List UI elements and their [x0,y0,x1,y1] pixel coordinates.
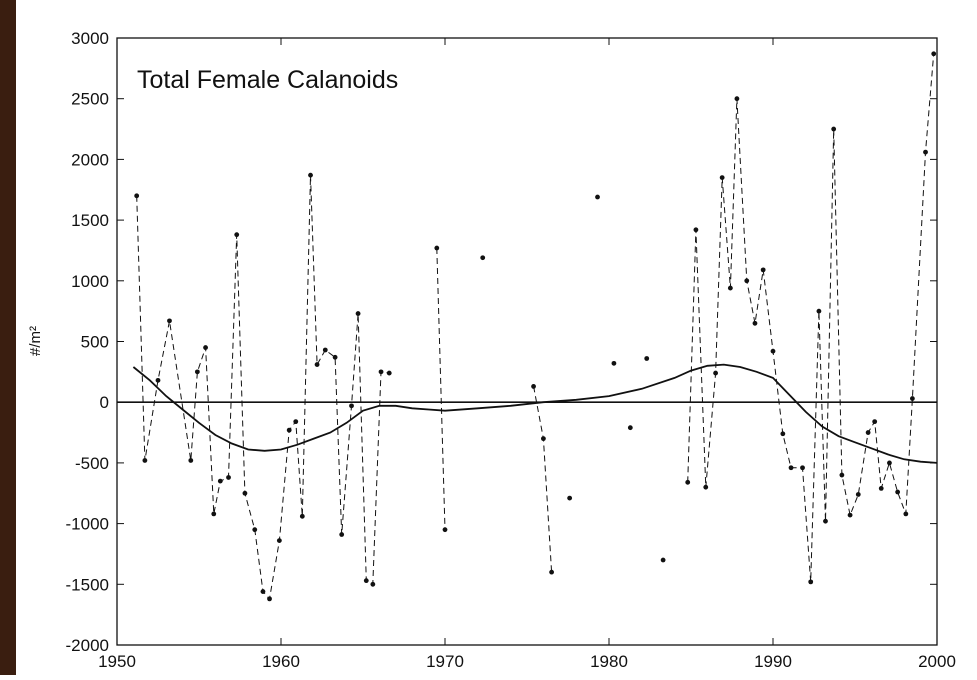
data-point [442,527,448,533]
x-tick-label: 1970 [426,652,464,671]
data-point [134,193,140,199]
y-tick-label: -2000 [66,636,109,655]
data-point [308,172,313,178]
data-point [203,345,208,350]
y-tick-label: 1000 [71,272,109,291]
data-point [872,419,878,425]
y-tick-label: 500 [81,333,109,352]
data-point [760,267,766,273]
data-point [627,425,633,431]
y-tick-label: 2500 [71,90,109,109]
data-point [823,518,828,524]
data-point [780,431,786,437]
data-point [923,149,928,155]
data-point [595,194,600,200]
data-point [349,403,354,409]
data-point [531,384,536,389]
data-point [611,360,617,366]
data-point [816,308,822,314]
x-tick-label: 1960 [262,652,300,671]
x-tick-label: 1980 [590,652,628,671]
data-point [685,479,691,485]
data-point [155,377,161,383]
data-point [660,557,666,563]
data-point [744,278,750,284]
data-point [286,427,292,433]
data-point [194,369,200,375]
data-point [322,347,328,353]
y-tick-label: 0 [100,393,109,412]
data-point [299,513,305,519]
y-axis-label: #/m² [27,326,44,356]
y-tick-label: -500 [75,454,109,473]
data-point [188,458,194,463]
data-point [703,484,709,490]
data-point [267,596,272,602]
data-point [234,232,240,238]
data-point [713,370,718,376]
data-point [855,492,861,497]
data-point [242,490,248,496]
data-point [226,475,231,480]
data-point [260,589,266,594]
chart-title: Total Female Calanoids [137,66,398,94]
data-point [480,255,486,261]
data-point [355,311,361,316]
data-point [931,51,937,57]
y-tick-label: -1500 [66,575,109,594]
data-line [132,363,938,464]
data-point [363,578,369,584]
data-point [719,175,725,181]
data-point [541,436,546,442]
y-tick-label: -1000 [66,515,109,534]
data-point [887,460,892,466]
data-point [386,370,392,376]
data-point [567,495,573,501]
data-point [167,318,172,324]
data-point [865,430,871,435]
data-point [808,579,814,585]
data-point [434,245,440,251]
data-point [252,527,258,533]
data-point [293,419,299,425]
data-point [314,362,320,367]
data-point [734,96,740,102]
data-point [370,581,376,587]
data-point [878,485,884,491]
data-point [903,511,909,517]
data-point [910,396,915,401]
data-point [693,227,699,233]
y-tick-label: 1500 [71,211,109,230]
data-point [211,511,217,517]
data-point [339,532,345,537]
x-tick-label: 2000 [918,652,956,671]
data-point [847,512,853,518]
data-point [549,569,554,575]
data-point [770,348,776,354]
x-tick-label: 1990 [754,652,792,671]
data-point [276,538,282,543]
data-point [895,489,901,495]
data-point [839,472,845,478]
x-tick-label: 1950 [98,652,136,671]
data-point [378,369,384,375]
data-point [217,478,223,484]
data-point [644,356,650,361]
y-tick-label: 2000 [71,150,109,169]
data-point [831,126,837,132]
data-point [800,465,805,471]
y-tick-label: 3000 [71,29,109,48]
data-point [727,285,733,291]
scan-edge [0,0,16,675]
data-point [752,320,758,326]
data-point [142,458,148,463]
data-point [788,465,794,471]
data-line [136,53,935,601]
data-point [332,354,338,360]
